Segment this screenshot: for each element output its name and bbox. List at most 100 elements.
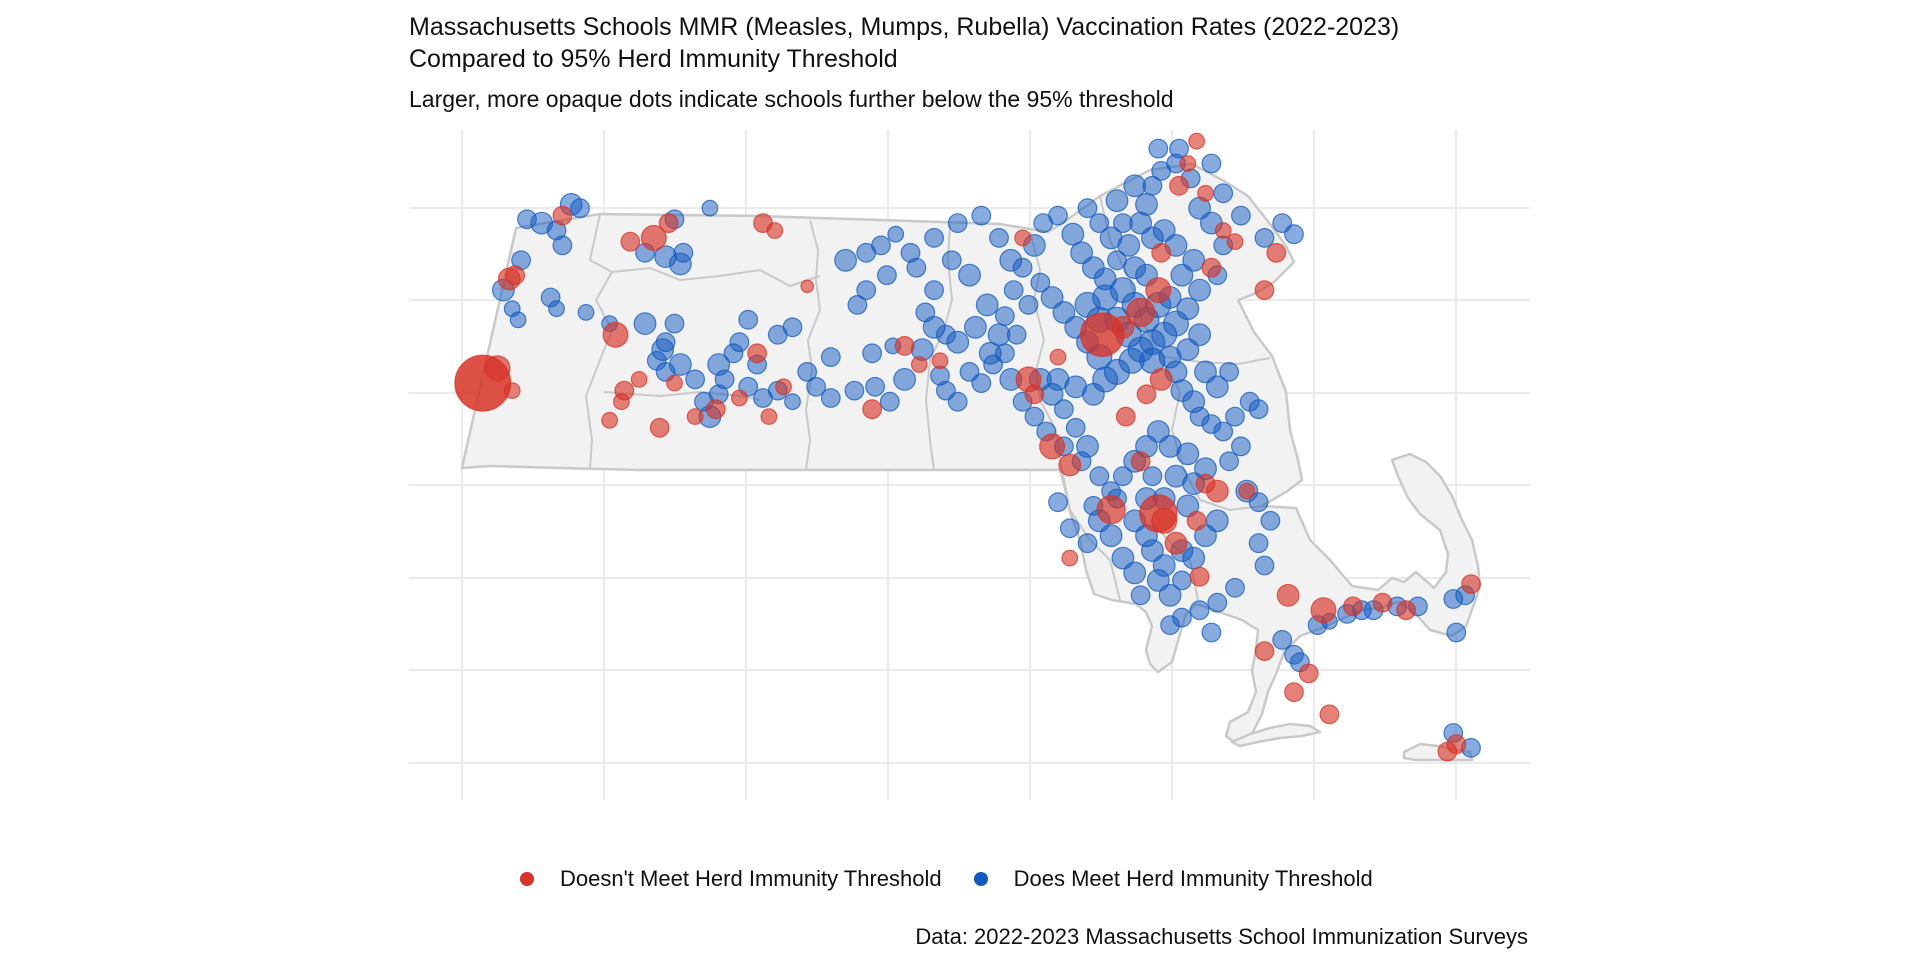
school-point-meets-threshold [1135, 192, 1158, 216]
school-point-below-threshold [1284, 682, 1304, 702]
school-point-meets-threshold [1205, 375, 1229, 399]
school-point-meets-threshold [1194, 360, 1217, 384]
data-source-caption: Data: 2022-2023 Massachusetts School Imm… [915, 924, 1528, 949]
school-point-meets-threshold [1176, 338, 1200, 362]
school-point-below-threshold [620, 231, 641, 252]
school-point-below-threshold [658, 213, 679, 234]
school-point-below-threshold [1254, 280, 1275, 301]
school-point-meets-threshold [834, 248, 857, 272]
school-point-meets-threshold [651, 338, 675, 362]
school-point-meets-threshold [664, 313, 685, 334]
school-point-meets-threshold [1123, 174, 1147, 198]
county-border [804, 219, 822, 471]
school-point-meets-threshold [1089, 213, 1110, 234]
school-point-below-threshold [1446, 734, 1467, 755]
school-point-meets-threshold [1205, 509, 1229, 533]
school-point-below-threshold [1372, 592, 1393, 613]
school-point-below-threshold [705, 399, 726, 420]
school-point-meets-threshold [1225, 577, 1245, 598]
school-point-meets-threshold [1248, 533, 1269, 554]
school-point-meets-threshold [865, 376, 885, 397]
school-point-below-threshold [1096, 495, 1126, 525]
school-point-below-threshold [894, 336, 915, 356]
school-point-meets-threshold [947, 391, 968, 412]
school-point-meets-threshold [1272, 630, 1293, 650]
school-point-below-threshold [1319, 704, 1340, 725]
school-point-meets-threshold [1248, 492, 1269, 513]
school-point-below-threshold [1266, 242, 1287, 263]
school-point-meets-threshold [1169, 138, 1189, 159]
school-point-meets-threshold [1112, 213, 1133, 234]
school-point-below-threshold [1186, 510, 1207, 531]
school-point-below-threshold [1214, 222, 1232, 239]
school-point-meets-threshold [1077, 533, 1098, 554]
school-point-meets-threshold [1048, 205, 1068, 226]
school-point-meets-threshold [1018, 295, 1039, 315]
school-point-meets-threshold [871, 235, 891, 256]
school-point-meets-threshold [820, 388, 841, 408]
school-point-meets-threshold [1213, 421, 1234, 442]
school-point-meets-threshold [1201, 622, 1222, 643]
school-point-meets-threshold [1230, 205, 1251, 226]
school-point-meets-threshold [887, 225, 905, 243]
school-point-meets-threshold [1225, 406, 1245, 427]
school-point-meets-threshold [1446, 622, 1467, 643]
school-point-meets-threshold [1089, 466, 1110, 487]
school-point-below-threshold [503, 382, 521, 400]
school-point-below-threshold [1238, 482, 1256, 500]
school-point-meets-threshold [552, 235, 573, 256]
school-point-meets-threshold [1213, 183, 1234, 204]
school-point-meets-threshold [1030, 272, 1051, 293]
school-point-meets-threshold [1077, 198, 1098, 219]
school-point-meets-threshold [1130, 585, 1151, 606]
school-point-below-threshold [640, 224, 667, 251]
school-point-meets-threshold [987, 323, 1011, 347]
school-point-below-threshold [1061, 549, 1079, 567]
school-point-meets-threshold [820, 347, 841, 368]
school-point-meets-threshold [893, 368, 916, 391]
school-point-meets-threshold [707, 353, 731, 376]
school-point-below-threshold [1115, 406, 1136, 427]
school-point-below-threshold [601, 411, 618, 429]
school-point-below-threshold [1130, 451, 1151, 472]
school-point-meets-threshold [964, 315, 987, 339]
school-point-meets-threshold [1024, 406, 1045, 427]
legend-item-meets: Does Meet Herd Immunity Threshold [973, 866, 1373, 892]
school-point-below-threshold [1049, 348, 1067, 366]
legend-item-below: Doesn't Meet Herd Immunity Threshold [520, 866, 942, 892]
school-point-below-threshold [800, 279, 814, 294]
school-point-below-threshold [649, 417, 670, 438]
school-point-meets-threshold [1052, 301, 1076, 324]
school-point-meets-threshold [806, 376, 826, 397]
school-point-meets-threshold [1189, 600, 1210, 621]
chart-title-line2: Compared to 95% Herd Immunity Threshold [409, 45, 898, 73]
school-point-below-threshold [910, 356, 928, 373]
school-point-meets-threshold [669, 252, 692, 276]
school-point-meets-threshold [1111, 546, 1135, 570]
school-point-meets-threshold [1053, 399, 1074, 420]
school-point-meets-threshold [784, 393, 801, 411]
school-point-meets-threshold [1254, 555, 1275, 576]
school-point-meets-threshold [1219, 451, 1239, 472]
school-point-below-threshold [766, 222, 784, 239]
school-point-below-threshold [1201, 257, 1222, 278]
school-point-meets-threshold [1105, 189, 1129, 213]
school-point-meets-threshold [1170, 263, 1194, 287]
school-point-meets-threshold [1140, 539, 1164, 562]
school-point-below-threshold [1111, 315, 1135, 339]
school-point-below-threshold [1343, 596, 1363, 617]
school-point-below-threshold [775, 378, 792, 396]
school-point-below-threshold [731, 389, 748, 407]
school-point-below-threshold [1226, 233, 1244, 251]
school-point-meets-threshold [1207, 592, 1228, 613]
school-point-meets-threshold [1146, 420, 1170, 443]
school-point-below-threshold [760, 408, 778, 426]
school-point-below-threshold [1197, 184, 1214, 202]
school-point-below-threshold [1461, 574, 1481, 594]
school-point-meets-threshold [633, 312, 657, 336]
school-point-below-threshold [931, 352, 949, 370]
school-point-below-threshold [862, 399, 882, 420]
school-point-meets-threshold [975, 293, 999, 317]
school-point-meets-threshold [1006, 324, 1027, 345]
school-point-meets-threshold [847, 295, 868, 315]
